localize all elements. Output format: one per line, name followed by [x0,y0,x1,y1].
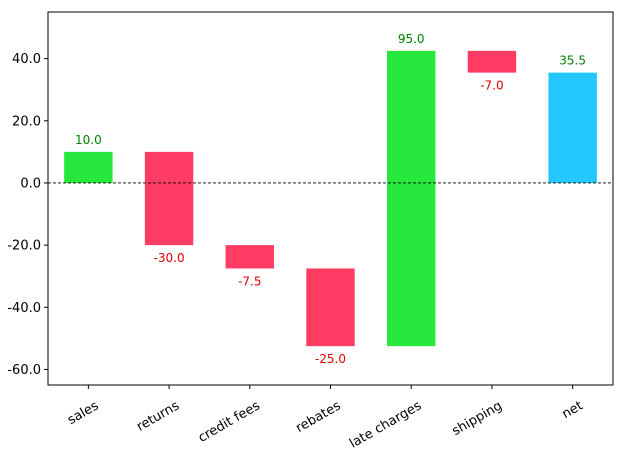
data-label-returns: -30.0 [154,251,185,265]
y-tick-label: -40.0 [7,301,41,316]
x-tick-label: credit fees [196,398,263,445]
x-tick-label: rebates [293,398,343,436]
y-tick-label: -60.0 [7,363,41,378]
bar-net [548,72,597,183]
bars-layer [64,50,597,347]
data-label-credit-fees: -7.5 [238,274,261,288]
data-label-shipping: -7.0 [480,79,503,93]
x-tick-label: sales [65,398,101,428]
x-tick-label: net [560,398,586,422]
y-tick-label: 0.0 [20,176,41,191]
data-label-sales: 10.0 [75,133,102,147]
y-tick-label: 20.0 [12,114,41,129]
y-axis: -60.0 -40.0 -20.0 0.0 20.0 40.0 [7,52,48,378]
x-tick-label: shipping [450,398,505,439]
bar-returns [144,151,194,246]
x-tick-label: returns [134,398,182,434]
bar-credit-fees [225,245,274,269]
bar-shipping [467,50,517,73]
x-axis: sales returns credit fees rebates late charg… [65,385,586,452]
data-label-net: 35.5 [559,54,586,68]
data-label-late-charges: 95.0 [398,32,425,46]
bar-late-charges [387,50,436,347]
bar-rebates [306,268,355,347]
x-tick-label: late charges [347,398,424,451]
y-tick-label: 40.0 [12,52,41,67]
y-tick-label: -20.0 [7,239,41,254]
data-labels-layer: 10.0 -30.0 -7.5 -25.0 95.0 -7.0 35.5 [75,32,586,366]
data-label-rebates: -25.0 [315,352,346,366]
bar-sales [64,151,113,183]
